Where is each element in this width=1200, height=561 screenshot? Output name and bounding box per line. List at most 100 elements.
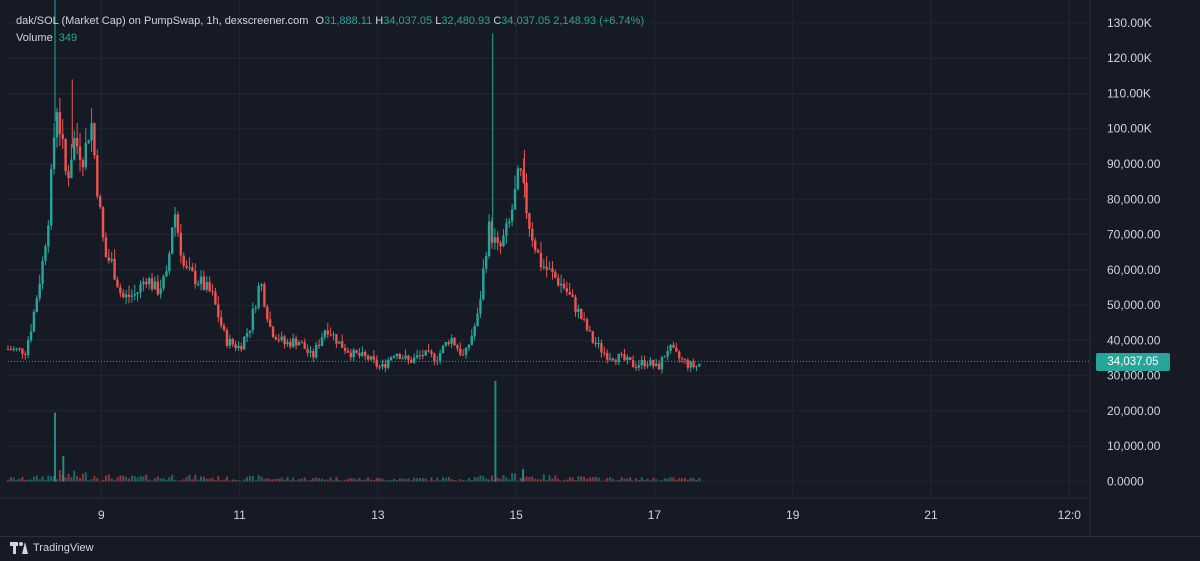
volume-bar — [113, 480, 116, 482]
volume-bar — [367, 477, 370, 482]
candle — [669, 344, 672, 354]
tradingview-brand: TradingView — [33, 542, 94, 554]
x-tick-label: 15 — [509, 508, 523, 522]
candle-body — [124, 294, 128, 298]
volume-bar — [292, 477, 295, 482]
candle-body — [608, 358, 612, 360]
candle — [585, 317, 589, 332]
volume-bar — [156, 476, 159, 482]
volume-bar — [542, 474, 545, 482]
candle-body — [415, 355, 419, 358]
volume-bar — [205, 478, 208, 482]
volume-bar — [44, 480, 47, 482]
volume-bar — [220, 480, 223, 482]
candle — [660, 355, 664, 374]
y-tick-label: 130.00K — [1107, 16, 1152, 30]
volume-bar — [441, 477, 444, 482]
volume-bar — [666, 478, 669, 482]
candle — [378, 364, 381, 371]
volume-bar — [646, 478, 649, 482]
tradingview-logo[interactable]: TradingView — [10, 542, 94, 554]
candle-body — [427, 350, 430, 352]
volume-bar — [519, 478, 522, 482]
volume-bar — [344, 480, 347, 482]
candle — [147, 276, 151, 290]
volume-bar — [378, 478, 381, 482]
volume-bar — [490, 475, 493, 482]
candle-body — [369, 356, 373, 360]
candle-body — [326, 330, 329, 335]
volume-label: Volume — [16, 32, 53, 44]
volume-bar — [658, 480, 661, 482]
volume-bar — [306, 480, 309, 482]
candle-body — [202, 276, 206, 290]
low-label: L — [435, 15, 442, 27]
candle-body — [217, 304, 220, 318]
volume-bar — [237, 480, 240, 482]
volume-bar — [686, 479, 689, 482]
candle-body — [657, 363, 661, 370]
candle — [678, 349, 681, 363]
candle — [510, 203, 514, 227]
volume-bar — [318, 478, 321, 482]
candle — [528, 212, 531, 237]
volume-bar — [208, 478, 211, 482]
volume-bar — [450, 479, 453, 482]
volume-bar — [151, 480, 154, 482]
time-axis[interactable]: 9 11 13 15 17 19 21 12:0 — [98, 508, 1081, 522]
candle — [597, 336, 600, 349]
candle-body — [291, 338, 295, 347]
candle-body — [156, 281, 159, 295]
candle-body — [52, 137, 56, 169]
candle — [686, 357, 690, 372]
volume-bar — [338, 479, 341, 482]
candle-body — [219, 317, 223, 326]
candle-body — [55, 112, 59, 138]
volume-bar — [130, 475, 133, 482]
candle — [248, 330, 252, 338]
candle — [692, 358, 695, 369]
candle — [562, 278, 566, 291]
volume-bar — [202, 476, 205, 482]
candle-body — [211, 291, 214, 293]
volume-spike — [494, 380, 497, 482]
high-value: 34,037.05 — [383, 15, 433, 27]
candle — [312, 348, 315, 362]
volume-bar — [30, 479, 33, 482]
candle-body — [294, 338, 298, 346]
candle-body — [263, 284, 266, 307]
volume-bar — [384, 480, 387, 482]
candle — [343, 344, 347, 354]
candle-body — [430, 351, 433, 354]
chart-grid — [0, 0, 1091, 536]
candle-body — [519, 168, 522, 171]
candle — [675, 342, 678, 353]
volume-bar — [571, 477, 574, 482]
price-axis[interactable]: 0.0000 10,000.00 20,000.00 30,000.00 40,000.… — [1107, 16, 1161, 488]
candle — [401, 355, 404, 360]
candle-body — [12, 348, 15, 351]
volume-bar — [243, 479, 246, 482]
candle — [332, 331, 335, 341]
candle-body — [306, 349, 309, 353]
candle-body — [145, 281, 148, 285]
volume-bar — [251, 476, 254, 482]
candle — [666, 345, 669, 361]
candle — [407, 354, 410, 365]
volume-bar — [286, 477, 289, 482]
candle — [643, 355, 646, 370]
y-tick-label: 30,000.00 — [1107, 369, 1161, 383]
volume-bar — [496, 477, 499, 482]
candle — [75, 122, 79, 155]
high-label: H — [375, 15, 384, 27]
candle-body — [485, 255, 488, 269]
candle — [202, 270, 206, 291]
candle — [110, 251, 113, 264]
candle — [683, 358, 687, 364]
candle — [444, 341, 448, 347]
volume-bar — [358, 477, 361, 482]
candle — [150, 272, 154, 292]
volume-bar — [79, 478, 82, 482]
candle — [87, 139, 90, 145]
